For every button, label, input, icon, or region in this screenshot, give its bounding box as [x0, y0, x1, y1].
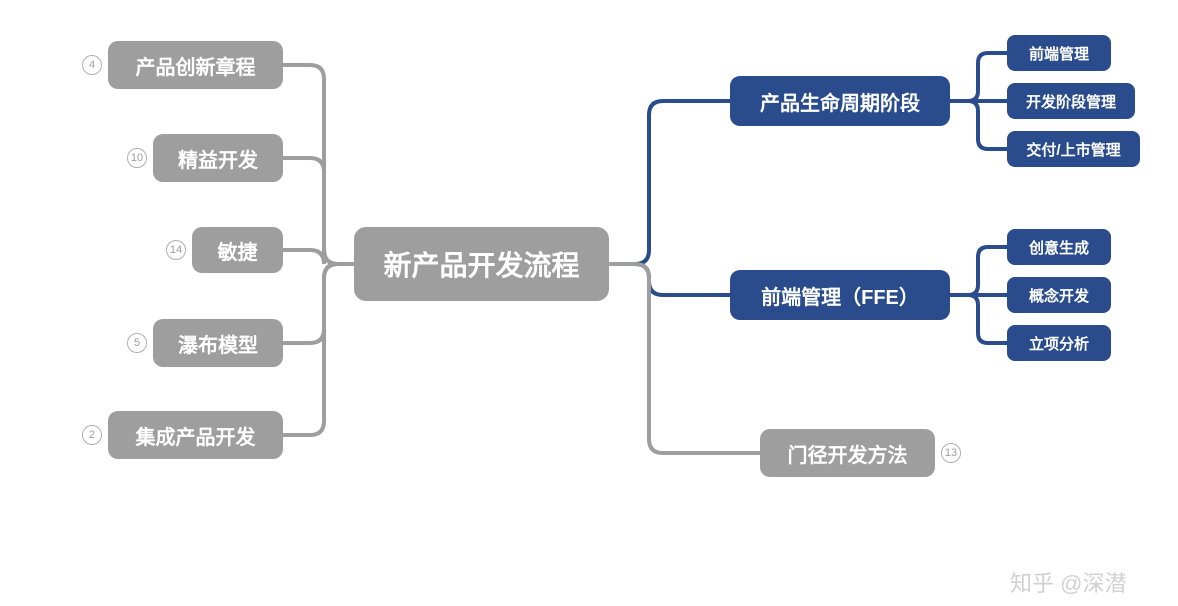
r1child-r1c-label: 交付/上市管理: [1026, 139, 1120, 160]
left-l4-node[interactable]: 瀑布模型: [153, 319, 283, 367]
left-l3-badge: 14: [166, 240, 186, 260]
left-l2-badge: 10: [127, 148, 147, 168]
root-label: 新产品开发流程: [383, 244, 579, 284]
right-r1-label: 产品生命周期阶段: [760, 87, 920, 116]
left-l4-label: 瀑布模型: [178, 329, 258, 358]
left-l1-label: 产品创新章程: [136, 51, 256, 80]
left-l1-badge: 4: [82, 55, 102, 75]
left-l3-node[interactable]: 敏捷: [192, 227, 283, 273]
r1child-r1c-node[interactable]: 交付/上市管理: [1007, 131, 1140, 167]
root-node[interactable]: 新产品开发流程: [354, 227, 609, 301]
left-l2-label: 精益开发: [178, 144, 258, 173]
right-r1-node[interactable]: 产品生命周期阶段: [730, 76, 950, 126]
right-r3-badge: 13: [941, 443, 961, 463]
r1child-r1a-label: 前端管理: [1029, 43, 1089, 64]
left-l1-node[interactable]: 产品创新章程: [108, 41, 283, 89]
r1child-r1a-node[interactable]: 前端管理: [1007, 35, 1111, 71]
r2child-r2c-node[interactable]: 立项分析: [1007, 325, 1111, 361]
left-l5-node[interactable]: 集成产品开发: [108, 411, 283, 459]
watermark: 知乎 @深潜: [1010, 566, 1126, 598]
left-l5-badge: 2: [82, 425, 102, 445]
connector-layer: [0, 0, 1178, 606]
r2child-r2a-node[interactable]: 创意生成: [1007, 229, 1111, 265]
r2child-r2b-node[interactable]: 概念开发: [1007, 277, 1111, 313]
left-l2-node[interactable]: 精益开发: [153, 134, 283, 182]
r2child-r2a-label: 创意生成: [1029, 237, 1089, 258]
r1child-r1b-node[interactable]: 开发阶段管理: [1007, 83, 1135, 119]
r2child-r2c-label: 立项分析: [1029, 333, 1089, 354]
r2child-r2b-label: 概念开发: [1029, 285, 1089, 306]
r1child-r1b-label: 开发阶段管理: [1026, 91, 1116, 112]
left-l4-badge: 5: [127, 333, 147, 353]
right-r3-node[interactable]: 门径开发方法: [760, 429, 935, 477]
left-l5-label: 集成产品开发: [136, 421, 256, 450]
right-r2-label: 前端管理（FFE）: [761, 281, 919, 310]
left-l3-label: 敏捷: [218, 236, 258, 265]
watermark-text: 知乎 @深潜: [1010, 571, 1126, 596]
right-r2-node[interactable]: 前端管理（FFE）: [730, 270, 950, 320]
right-r3-label: 门径开发方法: [788, 439, 908, 468]
